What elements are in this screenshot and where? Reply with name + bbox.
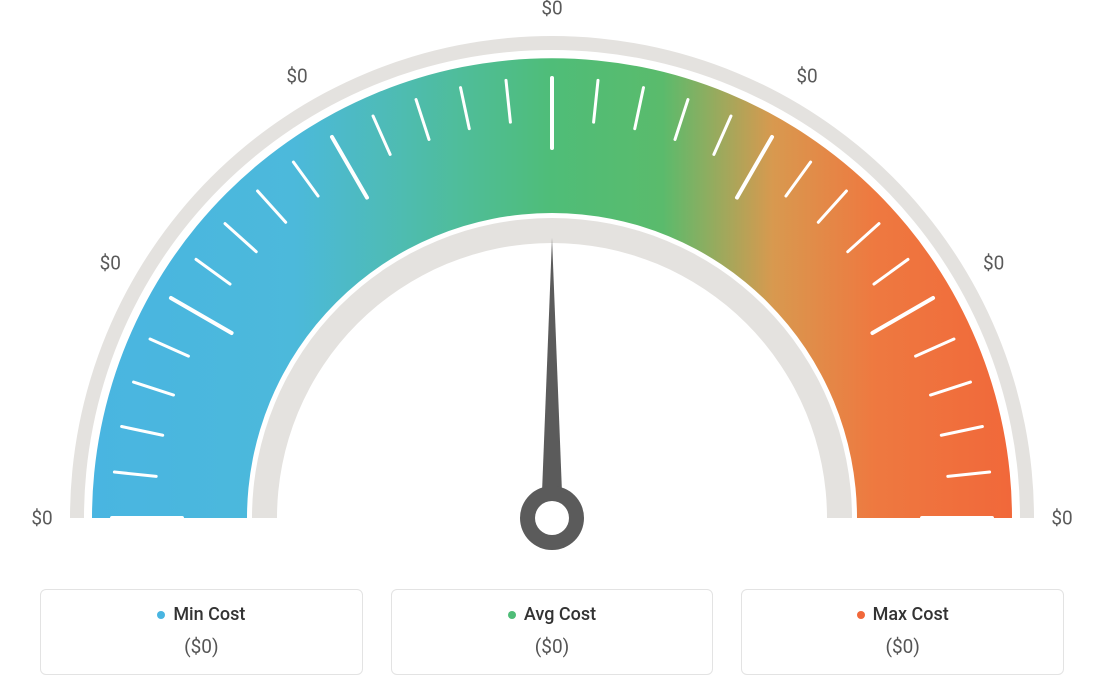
gauge-tick-label: $0 [1051, 507, 1072, 530]
dot-icon [857, 611, 865, 619]
legend-label: Max Cost [873, 604, 949, 625]
legend-card-min: Min Cost ($0) [40, 589, 363, 676]
gauge-tick-label: $0 [31, 507, 52, 530]
gauge-tick-label: $0 [983, 252, 1004, 275]
legend-value: ($0) [752, 635, 1053, 658]
gauge-tick-label: $0 [100, 252, 121, 275]
legend-title-max: Max Cost [857, 604, 949, 625]
gauge-tick-label: $0 [796, 65, 817, 88]
gauge-container: $0 $0 $0 $0 $0 $0 $0 [0, 0, 1104, 560]
legend-card-max: Max Cost ($0) [741, 589, 1064, 676]
dot-icon [157, 611, 165, 619]
gauge-svg [0, 0, 1104, 560]
legend-card-avg: Avg Cost ($0) [391, 589, 714, 676]
gauge-tick-label: $0 [541, 0, 562, 20]
legend-label: Avg Cost [524, 604, 596, 625]
legend-row: Min Cost ($0) Avg Cost ($0) Max Cost ($0… [40, 589, 1064, 676]
legend-title-avg: Avg Cost [508, 604, 596, 625]
legend-value: ($0) [51, 635, 352, 658]
dot-icon [508, 611, 516, 619]
legend-value: ($0) [402, 635, 703, 658]
legend-title-min: Min Cost [157, 604, 245, 625]
gauge-tick-label: $0 [286, 65, 307, 88]
legend-label: Min Cost [173, 604, 245, 625]
